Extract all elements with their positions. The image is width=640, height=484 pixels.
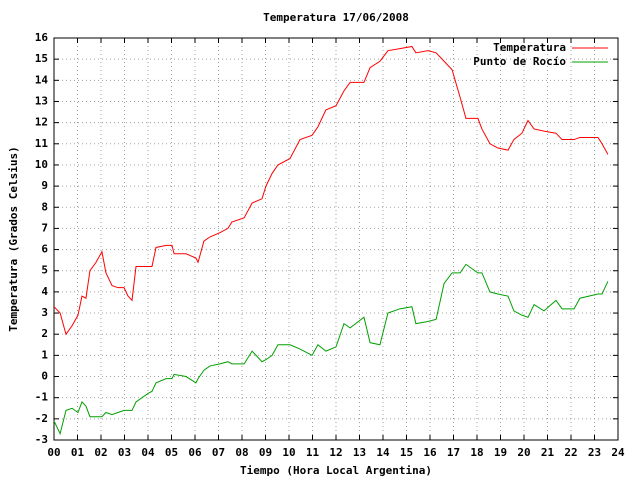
y-tick-label: 7 bbox=[41, 221, 48, 234]
y-tick-label: 16 bbox=[35, 31, 49, 44]
y-tick-label: 11 bbox=[35, 137, 49, 150]
x-tick-label: 02 bbox=[94, 446, 107, 459]
y-tick-label: 8 bbox=[41, 200, 48, 213]
x-tick-label: 20 bbox=[517, 446, 530, 459]
x-tick-label: 12 bbox=[329, 446, 342, 459]
y-tick-label: -2 bbox=[35, 412, 48, 425]
y-tick-label: 9 bbox=[41, 179, 48, 192]
y-tick-label: 3 bbox=[41, 306, 48, 319]
x-tick-label: 13 bbox=[353, 446, 366, 459]
x-tick-label: 00 bbox=[47, 446, 60, 459]
x-tick-label: 05 bbox=[165, 446, 178, 459]
legend-label: Temperatura bbox=[493, 41, 566, 54]
x-tick-label: 09 bbox=[259, 446, 272, 459]
y-tick-label: 6 bbox=[41, 243, 48, 256]
x-tick-label: 15 bbox=[400, 446, 413, 459]
y-tick-label: 12 bbox=[35, 116, 48, 129]
y-tick-label: 2 bbox=[41, 327, 48, 340]
y-tick-label: -1 bbox=[35, 391, 49, 404]
x-tick-label: 14 bbox=[376, 446, 390, 459]
y-tick-label: -3 bbox=[35, 433, 48, 446]
x-tick-label: 01 bbox=[71, 446, 85, 459]
x-tick-label: 07 bbox=[212, 446, 225, 459]
x-tick-label: 21 bbox=[541, 446, 555, 459]
y-tick-label: 4 bbox=[41, 285, 48, 298]
x-tick-label: 08 bbox=[235, 446, 248, 459]
y-tick-label: 10 bbox=[35, 158, 48, 171]
data-line bbox=[53, 45, 609, 336]
x-tick-label: 22 bbox=[564, 446, 577, 459]
x-tick-label: 11 bbox=[306, 446, 320, 459]
x-tick-label: 06 bbox=[188, 446, 202, 459]
y-axis-label: Temperatura (Grados Celsius) bbox=[7, 146, 20, 331]
data-line bbox=[53, 263, 609, 436]
y-tick-label: 15 bbox=[35, 52, 48, 65]
chart-title: Temperatura 17/06/2008 bbox=[263, 11, 409, 24]
x-tick-label: 10 bbox=[282, 446, 295, 459]
x-tick-label: 18 bbox=[470, 446, 483, 459]
y-tick-label: 13 bbox=[35, 94, 48, 107]
y-tick-label: 0 bbox=[41, 370, 48, 383]
x-tick-label: 03 bbox=[118, 446, 131, 459]
y-tick-label: 5 bbox=[41, 264, 48, 277]
y-tick-label: 1 bbox=[41, 348, 48, 361]
x-tick-label: 24 bbox=[611, 446, 625, 459]
x-tick-label: 16 bbox=[423, 446, 437, 459]
y-tick-label: 14 bbox=[35, 73, 49, 86]
plot-border bbox=[53, 37, 619, 441]
x-tick-label: 17 bbox=[447, 446, 460, 459]
legend-label: Punto de Rocío bbox=[473, 55, 566, 68]
x-tick-label: 23 bbox=[588, 446, 601, 459]
x-tick-label: 04 bbox=[141, 446, 155, 459]
x-axis-label: Tiempo (Hora Local Argentina) bbox=[240, 464, 432, 477]
x-tick-label: 19 bbox=[494, 446, 507, 459]
